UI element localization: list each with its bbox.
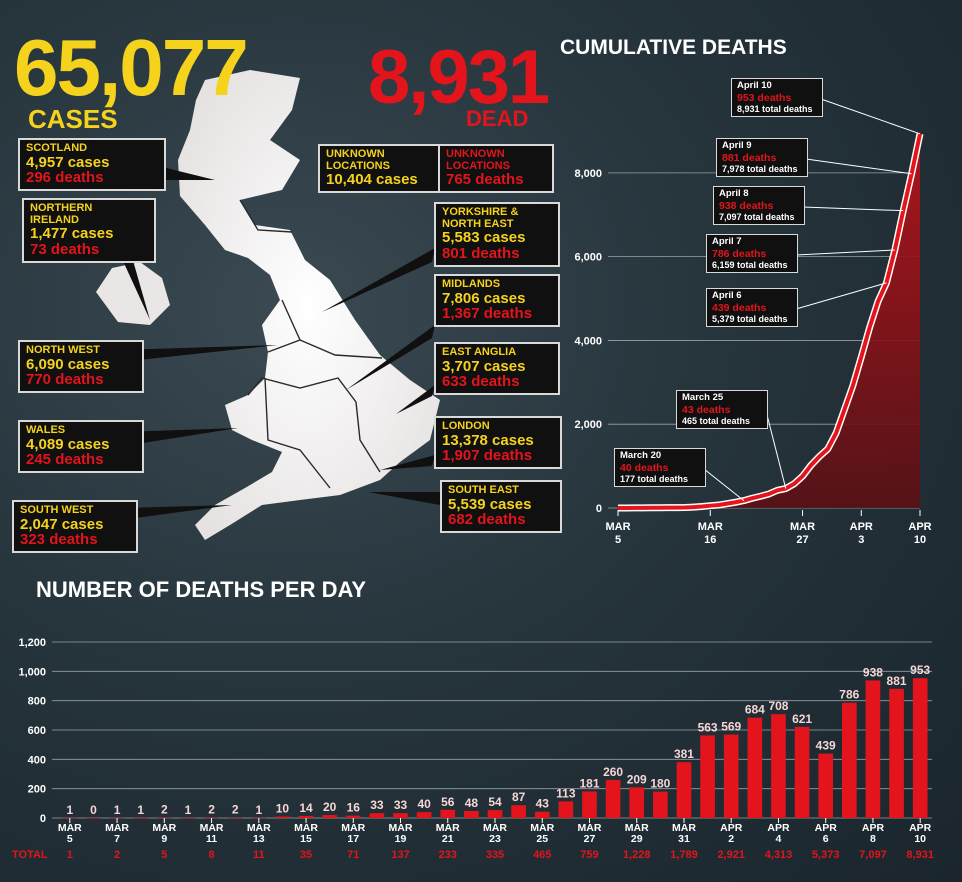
region-box-wales: WALES 4,089 cases 245 deaths [18, 420, 144, 474]
region-cases: 3,707 cases [442, 357, 526, 375]
annotation-box: April 8 938 deaths 7,097 total deaths [713, 186, 805, 226]
great-britain-shape [178, 70, 440, 540]
region-name: NORTH WEST [26, 344, 100, 356]
ireland-shape [96, 262, 170, 325]
region-box-south-west: SOUTH WEST 2,047 cases 323 deaths [12, 500, 138, 554]
annotation-box: March 25 43 deaths 465 total deaths [676, 390, 768, 430]
region-box-north-west: NORTH WEST 6,090 cases 770 deaths [18, 340, 144, 394]
region-box-yorkshire: YORKSHIRE & NORTH EAST 5,583 cases 801 d… [434, 202, 560, 267]
region-cases: 10,404 cases [326, 171, 418, 189]
daily-chart-title: NUMBER OF DEATHS PER DAY [36, 577, 367, 602]
annotation-date: April 8 [719, 188, 749, 199]
region-cases: 4,957 cases [26, 153, 110, 171]
total-deaths-number: 8,931 [368, 35, 550, 120]
region-cases: 7,806 cases [442, 289, 526, 307]
region-borders [239, 199, 383, 489]
region-cases: 4,089 cases [26, 435, 110, 453]
region-name: WALES [26, 424, 66, 436]
region-name: YORKSHIRE & NORTH EAST [442, 206, 519, 230]
annotation-total: 7,978 total deaths [722, 163, 798, 174]
region-name: SOUTH EAST [448, 484, 519, 496]
region-deaths: 633 deaths [442, 373, 520, 391]
cumulative-chart-title: CUMULATIVE DEATHS [560, 36, 787, 59]
total-cases-number: 65,077 [14, 23, 249, 112]
region-deaths: 296 deaths [26, 169, 104, 187]
annotation-box: March 20 40 deaths 177 total deaths [614, 448, 706, 488]
region-cases: 13,378 cases [442, 431, 534, 449]
annotation-total: 8,931 total deaths [737, 103, 813, 114]
region-deaths: 801 deaths [442, 244, 520, 262]
annotation-deaths: 786 deaths [712, 247, 767, 260]
region-deaths: 1,367 deaths [442, 305, 533, 323]
region-box-unknown-deaths: UNKNOWN LOCATIONS 765 deaths [438, 144, 554, 193]
region-deaths: 245 deaths [26, 451, 104, 469]
region-name: LONDON [442, 420, 490, 432]
annotation-box: April 7 786 deaths 6,159 total deaths [706, 234, 798, 274]
annotation-date: April 10 [737, 80, 772, 91]
region-box-east-anglia: EAST ANGLIA 3,707 cases 633 deaths [434, 342, 560, 396]
region-deaths: 323 deaths [20, 531, 98, 549]
region-deaths: 682 deaths [448, 511, 526, 529]
region-box-northern-ireland: NORTHERN IRELAND 1,477 cases 73 deaths [22, 198, 156, 263]
region-cases: 5,539 cases [448, 495, 532, 513]
region-deaths: 770 deaths [26, 371, 104, 389]
annotation-deaths: 953 deaths [737, 91, 792, 104]
region-cases: 1,477 cases [30, 225, 114, 243]
total-deaths-label: DEAD [466, 106, 529, 131]
annotation-total: 6,159 total deaths [712, 259, 788, 270]
annotation-date: April 7 [712, 236, 742, 247]
annotation-box: April 10 953 deaths 8,931 total deaths [731, 78, 823, 118]
annotation-date: April 6 [712, 290, 742, 301]
annotation-total: 465 total deaths [682, 415, 751, 426]
annotation-deaths: 439 deaths [712, 301, 767, 314]
region-name: MIDLANDS [442, 278, 501, 290]
region-cases: 5,583 cases [442, 229, 526, 247]
region-deaths: 765 deaths [446, 171, 524, 189]
region-box-scotland: SCOTLAND 4,957 cases 296 deaths [18, 138, 166, 192]
region-box-london: LONDON 13,378 cases 1,907 deaths [434, 416, 562, 470]
annotation-total: 177 total deaths [620, 473, 689, 484]
region-box-unknown-cases: UNKNOWN LOCATIONS 10,404 cases [318, 144, 446, 193]
region-box-south-east: SOUTH EAST 5,539 cases 682 deaths [440, 480, 562, 534]
annotation-date: April 9 [722, 140, 752, 151]
region-cases: 2,047 cases [20, 515, 104, 533]
annotation-deaths: 881 deaths [722, 151, 777, 164]
annotation-date: March 20 [620, 450, 662, 461]
annotation-deaths: 938 deaths [719, 199, 774, 212]
annotation-deaths: 40 deaths [620, 461, 669, 474]
region-box-midlands: MIDLANDS 7,806 cases 1,367 deaths [434, 274, 560, 328]
region-deaths: 1,907 deaths [442, 447, 533, 465]
annotation-box: April 9 881 deaths 7,978 total deaths [716, 138, 808, 178]
region-name: SCOTLAND [26, 142, 88, 154]
region-name: SOUTH WEST [20, 504, 94, 516]
region-name: UNKNOWN LOCATIONS [326, 148, 390, 172]
annotation-total: 5,379 total deaths [712, 313, 788, 324]
region-deaths: 73 deaths [30, 240, 100, 258]
total-cases-label: CASES [28, 104, 118, 134]
region-name: NORTHERN IRELAND [30, 202, 93, 226]
annotation-date: March 25 [682, 392, 724, 403]
annotation-box: April 6 439 deaths 5,379 total deaths [706, 288, 798, 328]
region-cases: 6,090 cases [26, 355, 110, 373]
leader-lines [118, 164, 440, 520]
region-name: UNKNOWN LOCATIONS [446, 148, 510, 172]
annotation-deaths: 43 deaths [682, 403, 731, 416]
region-name: EAST ANGLIA [442, 346, 517, 358]
annotation-total: 7,097 total deaths [719, 211, 795, 222]
